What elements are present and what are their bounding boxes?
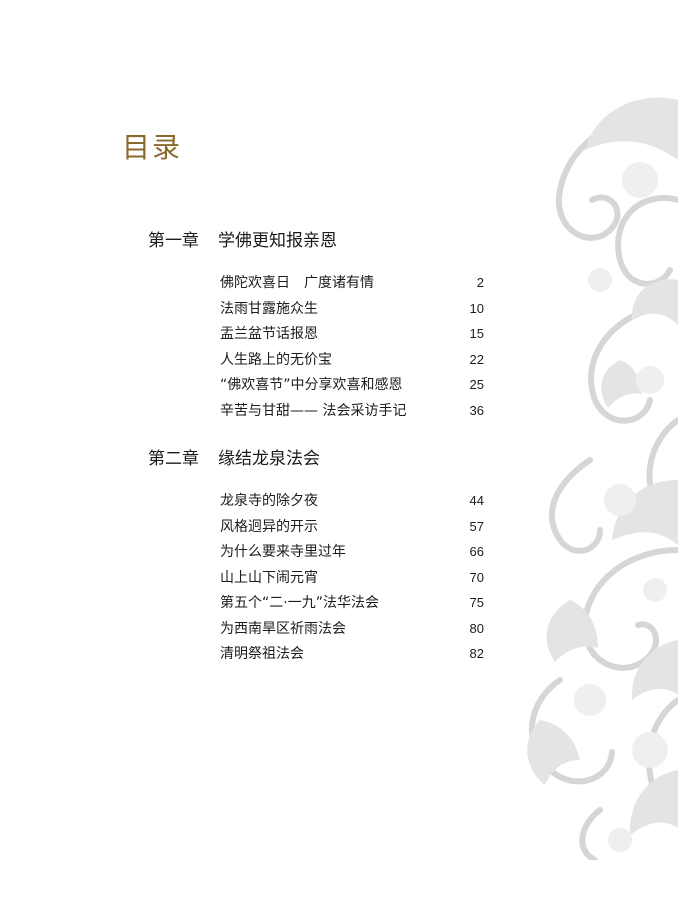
toc-entry[interactable]: 辛苦与甘甜—— 法会采访手记 36 [220, 401, 484, 427]
toc-entry-title: 龙泉寺的除夕夜 [220, 493, 318, 509]
toc-entry[interactable]: “佛欢喜节”中分享欢喜和感恩 25 [220, 375, 484, 401]
toc-entry-title: 法雨甘露施众生 [220, 300, 318, 317]
toc-entry-page: 80 [469, 620, 484, 636]
toc-entry-page: 2 [476, 275, 484, 290]
toc-entry-title: 山上山下闹元宵 [220, 569, 318, 586]
toc-entry-title: 佛陀欢喜日 广度诸有情 [220, 275, 374, 291]
page-title: 目录 [122, 131, 183, 164]
toc-entry[interactable]: 佛陀欢喜日 广度诸有情 2 [220, 273, 484, 299]
toc-entry[interactable]: 盂兰盆节话报恩 15 [220, 324, 484, 350]
floral-ornament-icon [527, 97, 678, 860]
toc-entry-page: 36 [469, 402, 484, 418]
chapter-1-entries: 佛陀欢喜日 广度诸有情 2 法雨甘露施众生 10 盂兰盆节话报恩 15 人生路上的无价… [220, 273, 484, 426]
toc-entry[interactable]: 法雨甘露施众生 10 [220, 299, 484, 325]
toc-entry[interactable]: 风格迥异的开示 57 [220, 517, 484, 543]
chapter-2-heading: 第二章 缘结龙泉法会 [148, 447, 320, 471]
toc-entry-title: 清明祭祖法会 [220, 646, 304, 662]
toc-entry-title: 盂兰盆节话报恩 [220, 326, 318, 342]
chapter-2-number: 第二章 [148, 449, 199, 469]
toc-entry-page: 57 [469, 518, 484, 534]
toc-entry[interactable]: 为西南旱区祈雨法会 80 [220, 619, 484, 645]
toc-entry-title: 为西南旱区祈雨法会 [220, 620, 346, 637]
toc-entry-page: 44 [469, 493, 484, 508]
toc-entry-page: 75 [469, 595, 484, 610]
toc-entry[interactable]: 为什么要来寺里过年 66 [220, 542, 484, 568]
chapter-1-number: 第一章 [148, 231, 199, 251]
toc-entry-page: 66 [469, 544, 484, 559]
toc-entry-page: 15 [469, 326, 484, 341]
toc-entry-page: 70 [469, 569, 484, 585]
chapter-2-name: 缘结龙泉法会 [218, 449, 320, 469]
toc-entry-page: 10 [469, 300, 484, 316]
toc-entry[interactable]: 人生路上的无价宝 22 [220, 350, 484, 376]
chapter-1-name: 学佛更知报亲恩 [218, 231, 337, 251]
toc-entry[interactable]: 第五个“二·一九”法华法会 75 [220, 593, 484, 619]
chapter-1-heading: 第一章 学佛更知报亲恩 [148, 229, 337, 253]
toc-entry-page: 25 [469, 377, 484, 392]
toc-entry-page: 22 [469, 351, 484, 367]
toc-entry[interactable]: 山上山下闹元宵 70 [220, 568, 484, 594]
toc-entry[interactable]: 龙泉寺的除夕夜 44 [220, 491, 484, 517]
toc-entry-title: “佛欢喜节”中分享欢喜和感恩 [220, 377, 403, 393]
toc-entry-title: 为什么要来寺里过年 [220, 544, 346, 560]
toc-entry-title: 辛苦与甘甜—— 法会采访手记 [220, 402, 407, 419]
toc-entry-title: 风格迥异的开示 [220, 518, 318, 535]
chapter-2-entries: 龙泉寺的除夕夜 44 风格迥异的开示 57 为什么要来寺里过年 66 山上山下闹元宵 7… [220, 491, 484, 670]
toc-entry[interactable]: 清明祭祖法会 82 [220, 644, 484, 670]
toc-entry-title: 第五个“二·一九”法华法会 [220, 595, 379, 611]
toc-entry-page: 82 [469, 646, 484, 661]
toc-entry-title: 人生路上的无价宝 [220, 351, 332, 368]
